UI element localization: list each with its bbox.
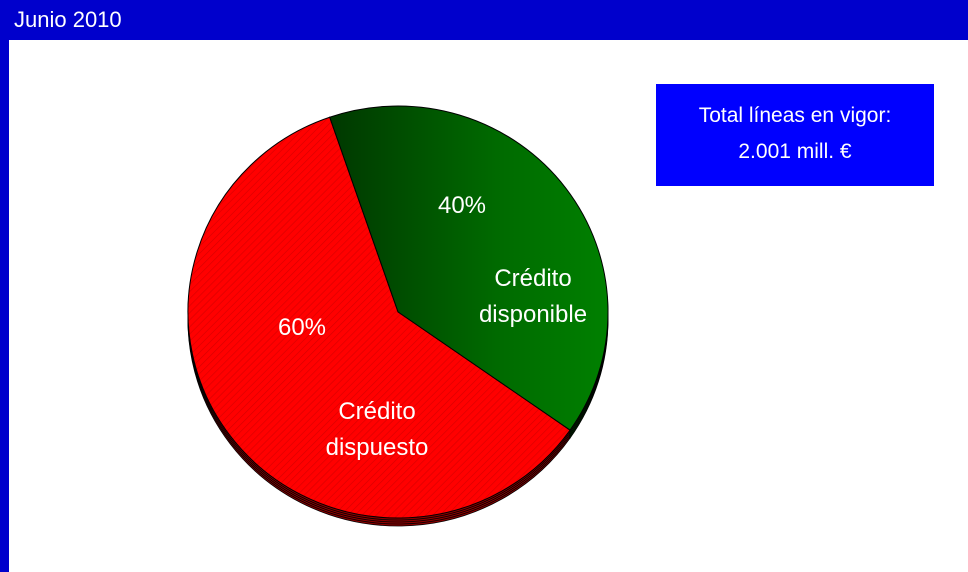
total-lines-value: 2.001 mill. € <box>738 140 852 163</box>
pie-category-label: Crédito <box>494 265 571 292</box>
pie-slice-hatch <box>188 117 571 518</box>
pie-category-label: Crédito <box>338 398 415 425</box>
frame-left-border <box>0 40 9 572</box>
pie-slice <box>328 105 609 431</box>
total-lines-label: Total líneas en vigor: <box>698 104 892 127</box>
pie-slices <box>187 105 609 519</box>
pie-percent-label: 40% <box>438 192 486 219</box>
total-lines-box: Total líneas en vigor: 2.001 mill. € <box>656 84 934 186</box>
pie-labels: 40% Crédito disponible 60% Crédito dispuesto <box>278 192 587 461</box>
pie-percent-label: 60% <box>278 314 326 341</box>
chart-title: Junio 2010 <box>0 0 968 40</box>
pie-category-label: disponible <box>479 301 587 328</box>
pie-category-label: dispuesto <box>326 434 429 461</box>
